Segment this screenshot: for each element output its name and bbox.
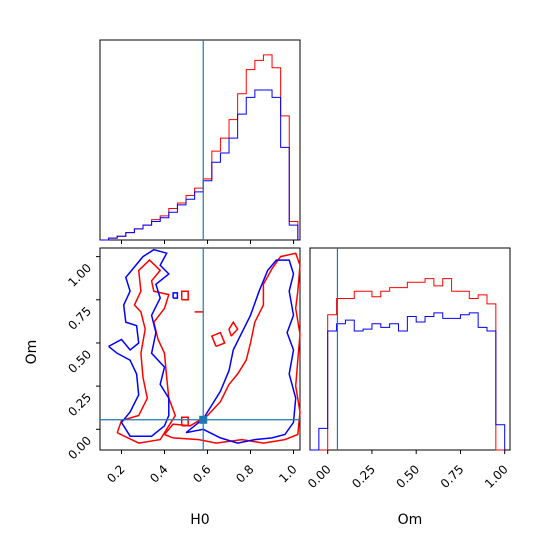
om-y-tick-label-3: 0.75	[65, 304, 94, 333]
om-y-tick-label-2: 0.50	[65, 347, 94, 376]
om-y-axis-label: Om	[24, 340, 40, 365]
om-x-tick-label-2: 0.50	[394, 462, 423, 491]
om-y-tick-label-1: 0.25	[65, 390, 94, 419]
om-histogram-panel	[309, 247, 511, 451]
contour-series-a-0	[116, 259, 177, 444]
om-x-tick-label-4: 1.00	[482, 462, 511, 491]
truth-marker	[199, 415, 208, 424]
om-hist-series-b	[310, 312, 506, 451]
om-x-axis-label: Om	[398, 512, 423, 528]
h0-hist-series-a	[100, 54, 299, 241]
contour-series-b-2	[172, 292, 179, 299]
om-y-tick-label-4: 1.00	[65, 261, 94, 290]
contour-series-a-3	[228, 320, 239, 337]
h0-tick-label-3: 0.8	[233, 462, 256, 485]
om-x-tick-label-3: 0.75	[438, 462, 467, 491]
h0-hist-series-b	[100, 89, 299, 241]
contour-series-b-1	[185, 259, 297, 444]
h0-histogram	[100, 40, 299, 241]
contour-series-a-1	[163, 252, 301, 444]
om-histogram	[310, 248, 506, 451]
h0-om-contours	[100, 248, 301, 450]
h0-axis-label: H0	[190, 512, 209, 528]
h0-histogram-panel	[99, 39, 301, 241]
om-x-tick-label-0: 0.00	[305, 462, 334, 491]
om-hist-series-a	[310, 278, 505, 451]
h0-tick-label-2: 0.6	[190, 462, 213, 485]
h0-tick-label-1: 0.4	[147, 462, 170, 485]
h0-om-2d-panel	[99, 247, 301, 451]
contour-series-b-0	[108, 248, 170, 437]
contour-series-a-5	[180, 290, 189, 301]
om-x-tick-label-1: 0.25	[349, 462, 378, 491]
h0-tick-label-0: 0.2	[104, 462, 127, 485]
contour-series-a-2	[210, 331, 226, 348]
om-y-tick-label-0: 0.00	[65, 434, 94, 463]
h0-tick-label-4: 1.0	[276, 462, 299, 485]
